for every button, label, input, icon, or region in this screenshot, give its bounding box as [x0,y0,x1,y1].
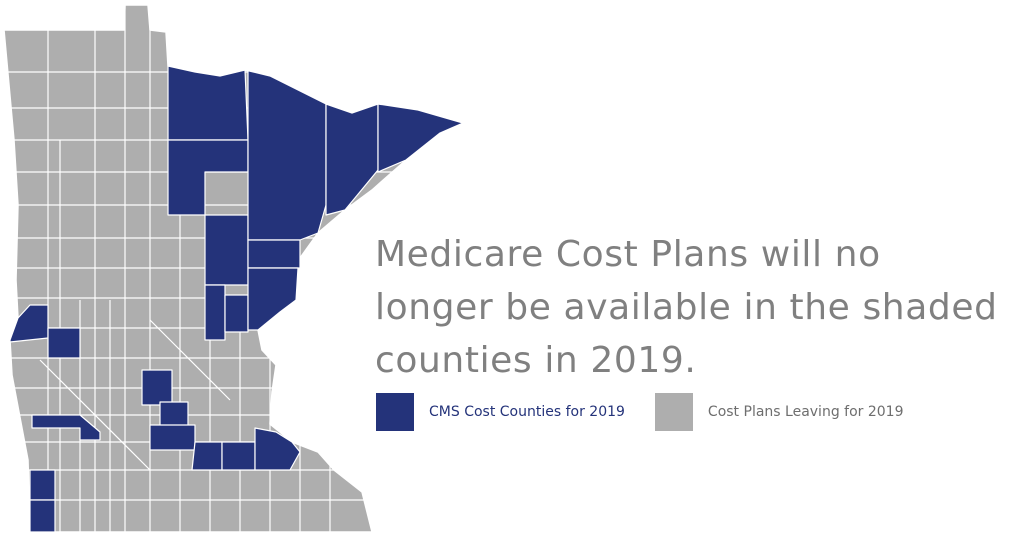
county-shaded [191,441,223,471]
county-shaded [247,239,301,269]
map-legend: CMS Cost Counties for 2019 Cost Plans Le… [376,393,903,431]
county-shaded [221,441,256,471]
headline-line-1: Medicare Cost Plans will no [375,234,881,275]
headline-line-3: counties in 2019. [375,340,697,381]
county-shaded [9,304,49,343]
legend-item-cms-cost-counties: CMS Cost Counties for 2019 [376,393,625,431]
headline: Medicare Cost Plans will no longer be av… [375,228,1020,387]
county-shaded [47,327,81,359]
legend-label-cost-plans-leaving: Cost Plans Leaving for 2019 [707,404,904,420]
county-shaded [224,294,249,333]
legend-swatch-navy [376,393,414,431]
county-shaded [167,65,249,141]
legend-label-cms-cost-counties: CMS Cost Counties for 2019 [429,404,625,420]
county-shaded [254,427,301,471]
county-shaded [325,103,379,216]
county-shaded [141,369,173,406]
county-shaded [204,214,249,286]
county-shaded [31,414,101,441]
county-shaded [204,284,226,341]
shaded-counties [9,65,464,533]
county-shaded [377,103,464,173]
county-shaded [244,69,327,241]
county-shaded [29,469,56,501]
minnesota-county-map [3,4,464,533]
legend-swatch-gray [654,393,693,431]
headline-line-2: longer be available in the shaded [375,287,998,328]
county-shaded [149,424,196,451]
legend-item-cost-plans-leaving: Cost Plans Leaving for 2019 [654,393,904,431]
county-shaded [29,499,56,533]
county-shaded [247,267,299,331]
